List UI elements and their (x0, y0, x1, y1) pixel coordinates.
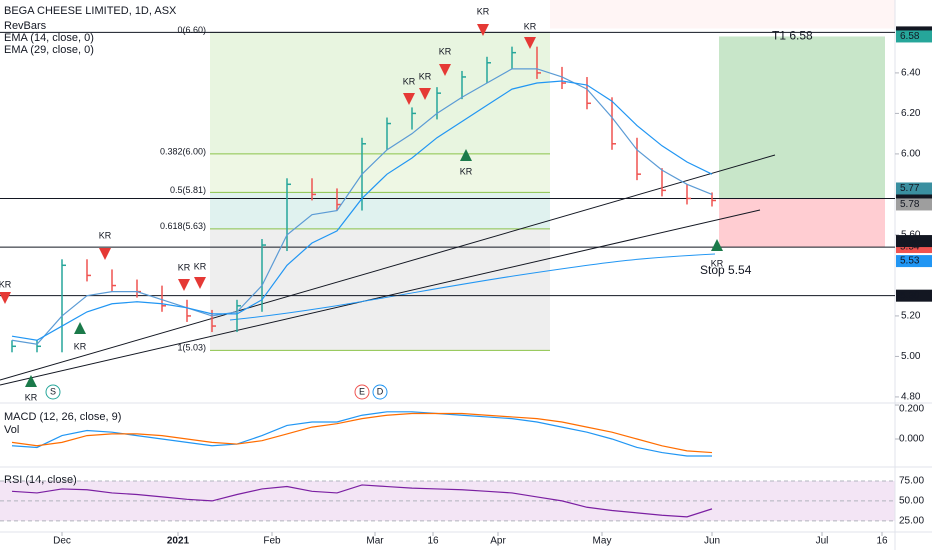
signal-arrow (460, 149, 472, 161)
signal-label: KR (460, 166, 473, 176)
macd-title: MACD (12, 26, close, 9) (4, 411, 121, 423)
signal-label: KR (178, 262, 191, 272)
event-label: D (377, 386, 384, 396)
event-badge (372, 384, 388, 400)
signal-label: KR (403, 76, 416, 86)
signal-label: KR (711, 258, 724, 268)
indicator-label: EMA (29, close, 0) (4, 44, 94, 56)
signal-arrow (25, 375, 37, 387)
price-tag (896, 235, 932, 248)
x-tick-label: 2021 (167, 536, 190, 547)
trendline (0, 154, 776, 381)
target-zone (719, 36, 885, 199)
x-tick-label: Jun (704, 536, 720, 547)
vol-label: Vol (4, 424, 19, 436)
macd-tick-label: 0.200 (899, 404, 924, 415)
y-tick-label: 5.20 (901, 311, 921, 322)
signal-arrow (0, 292, 11, 304)
signal-arrow (524, 37, 536, 49)
signal-arrow (477, 24, 489, 36)
price-tag (896, 182, 932, 195)
signal-arrow (711, 239, 723, 251)
event-badge (45, 384, 61, 400)
signal-arrow (178, 279, 190, 291)
x-tick-label: Mar (366, 536, 384, 547)
macd-tick-label: 0.000 (899, 434, 924, 445)
x-tick-label: Jul (816, 536, 829, 547)
fib-label: 0.618(5.63) (160, 221, 206, 231)
x-tick-label: Feb (263, 536, 281, 547)
fib-label: 0.5(5.81) (170, 185, 206, 195)
price-tag-label: 5.54 (900, 242, 920, 253)
event-badge (354, 384, 370, 400)
rsi-line (11, 484, 713, 518)
fib-zone (210, 153, 550, 193)
price-tag-label: 5.53 (900, 256, 920, 267)
event-label: E (359, 386, 365, 396)
stop-zone (719, 198, 885, 248)
y-tick-label: 5.60 (901, 230, 921, 241)
macd-line (11, 412, 713, 454)
signal-label: KR (524, 21, 537, 31)
price-tag-label: 5.77 (900, 183, 920, 194)
x-tick-label: Dec (53, 536, 71, 547)
alert-zone (550, 0, 895, 29)
price-tag (896, 198, 932, 211)
trendline (0, 209, 761, 386)
price-tag (896, 255, 932, 268)
signal-label: KR (477, 6, 490, 16)
fib-label: 1(5.03) (177, 343, 206, 353)
price-tag-label: 5.78 (900, 199, 920, 210)
price-tag (896, 289, 932, 302)
fib-label: 0.382(6.00) (160, 146, 206, 156)
rsi-title: RSI (14, close) (4, 474, 77, 486)
fib-label: 0(6.60) (177, 25, 206, 35)
signal-arrow (439, 64, 451, 76)
stop-label: Stop 5.54 (700, 263, 752, 277)
chart-title: BEGA CHEESE LIMITED, 1D, ASX (4, 5, 177, 17)
signal-arrow (419, 88, 431, 100)
signal-label: KR (25, 392, 38, 402)
price-tag (896, 30, 932, 43)
signal-arrow (99, 248, 111, 260)
fib-zone (210, 32, 550, 154)
rsi-tick-label: 50.00 (899, 496, 924, 507)
x-tick-label: May (593, 536, 612, 547)
fib-zone (210, 228, 550, 351)
ema-line (11, 68, 713, 345)
signal-label: KR (194, 261, 207, 271)
signal-label: KR (74, 341, 87, 351)
event-label: S (50, 386, 56, 396)
signal-label: KR (99, 230, 112, 240)
x-tick-label: 16 (427, 536, 439, 547)
signal-label: KR (0, 279, 12, 289)
y-tick-label: 6.00 (901, 149, 921, 160)
signal-label: KR (439, 46, 452, 56)
fib-zone (210, 192, 550, 229)
long-ma (229, 253, 716, 321)
y-tick-label: 6.20 (901, 108, 921, 119)
x-tick-label: Apr (490, 536, 506, 547)
y-tick-label: 5.00 (901, 351, 921, 362)
indicator-label: EMA (14, close, 0) (4, 32, 94, 44)
signal-arrow (74, 322, 86, 334)
y-tick-label: 6.40 (901, 68, 921, 79)
signal-arrow (194, 277, 206, 289)
rsi-tick-label: 75.00 (899, 476, 924, 487)
price-tag-label: 5.30 (900, 290, 920, 301)
indicator-label: RevBars (4, 20, 47, 32)
x-tick-label: 16 (876, 536, 888, 547)
ema-line (11, 80, 713, 341)
target-label: T1 6.58 (772, 29, 813, 43)
rsi-tick-label: 25.00 (899, 515, 924, 526)
signal-arrow (403, 93, 415, 105)
signal-label: KR (419, 71, 432, 81)
price-tag-label: 5.54 (900, 236, 920, 247)
y-tick-label: 4.80 (901, 392, 921, 403)
price-tag-label: 6.58 (900, 31, 920, 42)
